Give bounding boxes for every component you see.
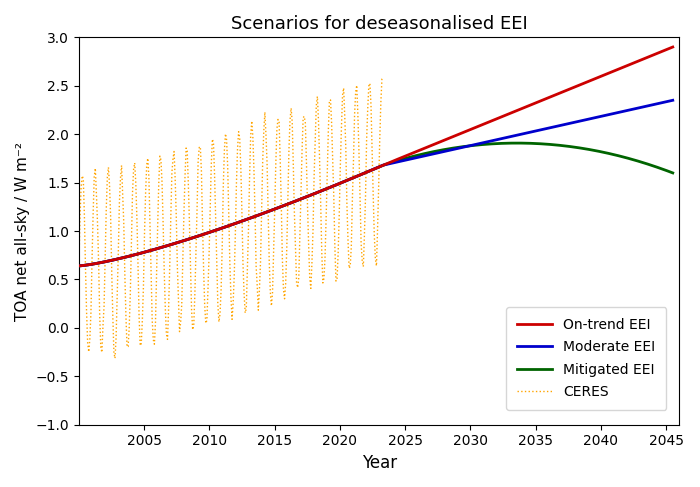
Line: Mitigated EEI: Mitigated EEI	[79, 143, 673, 266]
Moderate EEI	[360, 170, 369, 176]
Mitigated EEI	[400, 156, 409, 162]
On-trend EEI	[578, 81, 586, 87]
Line: Moderate EEI: Moderate EEI	[79, 100, 673, 266]
Moderate EEI	[85, 262, 94, 267]
CERES	[351, 112, 359, 117]
Moderate EEI	[318, 187, 326, 193]
Mitigated EEI	[668, 170, 677, 176]
Moderate EEI	[75, 263, 83, 269]
Mitigated EEI	[75, 263, 83, 269]
On-trend EEI	[318, 187, 326, 193]
On-trend EEI	[484, 119, 493, 125]
CERES	[104, 165, 113, 170]
CERES	[111, 356, 119, 361]
On-trend EEI	[360, 170, 369, 176]
CERES	[275, 119, 284, 125]
On-trend EEI	[668, 44, 677, 50]
Moderate EEI	[223, 224, 231, 229]
CERES	[180, 211, 188, 217]
Moderate EEI	[668, 97, 677, 103]
X-axis label: Year: Year	[361, 454, 397, 472]
CERES	[307, 285, 315, 291]
Y-axis label: TOA net all-sky / W m⁻²: TOA net all-sky / W m⁻²	[15, 142, 30, 320]
Title: Scenarios for deseasonalised EEI: Scenarios for deseasonalised EEI	[231, 15, 528, 33]
CERES	[379, 75, 387, 81]
Mitigated EEI	[305, 193, 314, 199]
Line: CERES: CERES	[79, 78, 383, 358]
On-trend EEI	[75, 263, 83, 269]
Mitigated EEI	[513, 140, 522, 146]
Mitigated EEI	[556, 142, 564, 148]
CERES	[75, 264, 83, 270]
Moderate EEI	[578, 118, 586, 124]
Legend: On-trend EEI, Moderate EEI, Mitigated EEI, CERES: On-trend EEI, Moderate EEI, Mitigated EE…	[506, 307, 666, 410]
Mitigated EEI	[420, 151, 428, 157]
CERES	[181, 173, 189, 179]
Line: On-trend EEI: On-trend EEI	[79, 47, 673, 266]
Mitigated EEI	[383, 161, 391, 167]
Mitigated EEI	[494, 141, 502, 147]
On-trend EEI	[85, 262, 94, 267]
Moderate EEI	[484, 139, 493, 145]
On-trend EEI	[223, 224, 231, 229]
